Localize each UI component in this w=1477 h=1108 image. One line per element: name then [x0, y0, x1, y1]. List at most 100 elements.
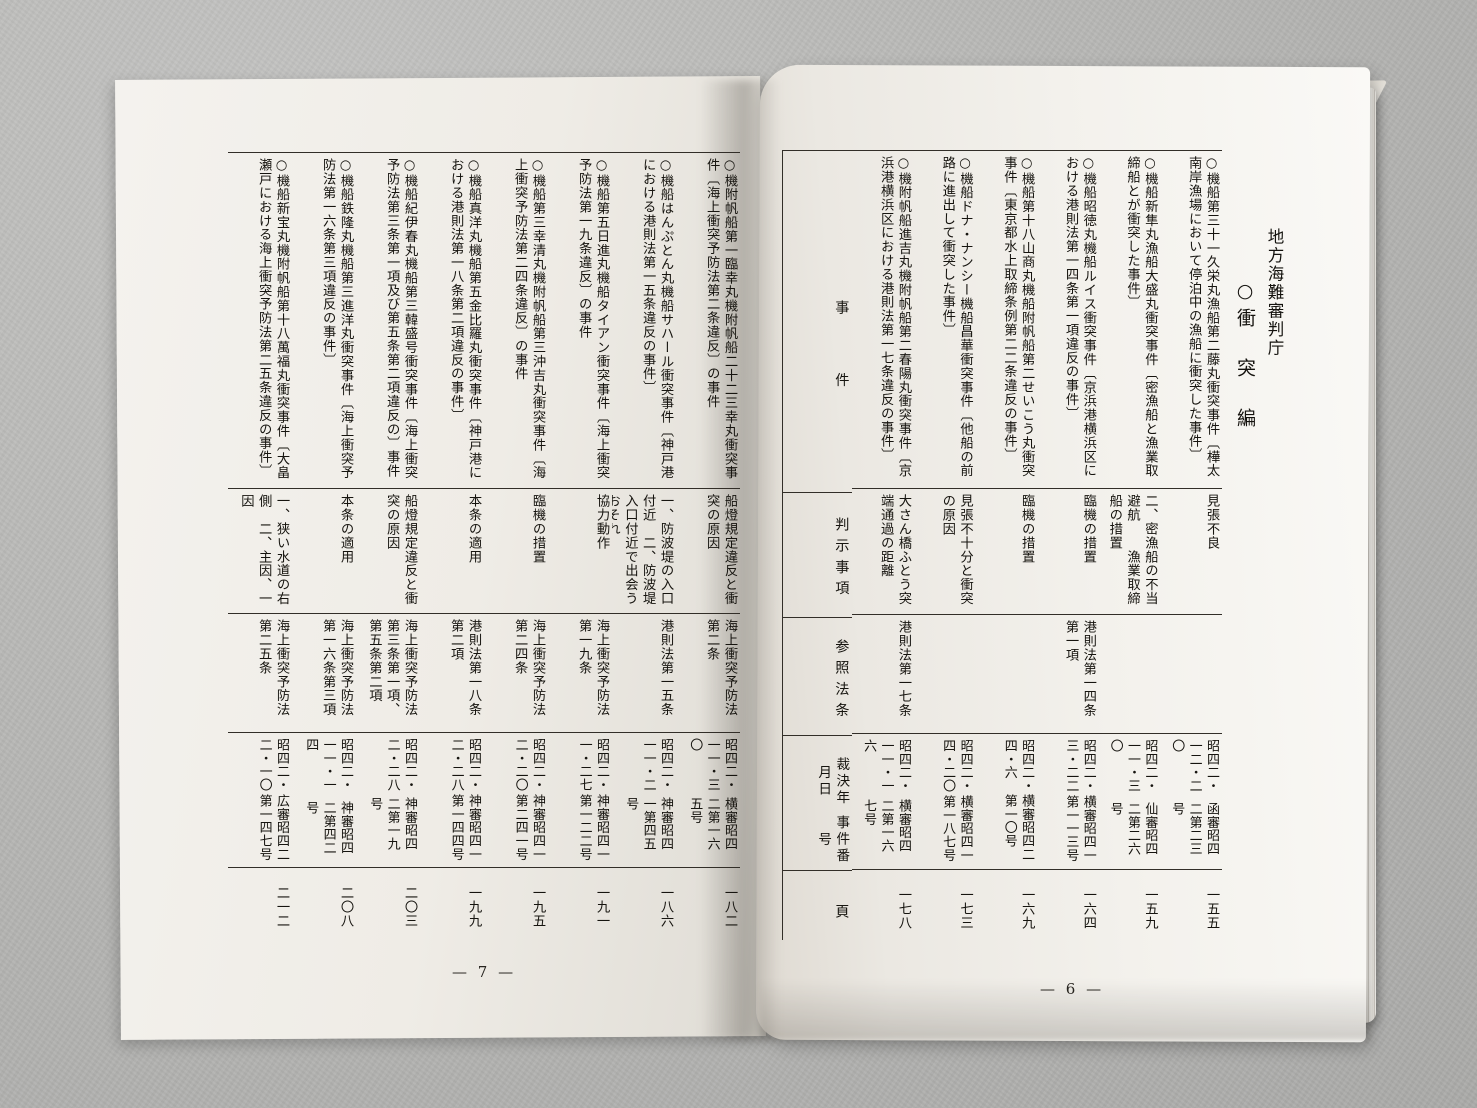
cell-laws — [1160, 614, 1222, 733]
decision-date: 昭四二・一・二七 — [576, 738, 609, 792]
cell-page: 一五五 — [1160, 869, 1222, 940]
case-number: 神審昭四二第一九号 — [367, 797, 417, 851]
header-decision-date: 裁決年月日 — [815, 757, 850, 807]
case-number: 横審昭四二第一六七号 — [861, 798, 911, 853]
section-title: ○衝 突 編 — [1234, 280, 1256, 433]
cell-rulings: 協力動作 — [548, 488, 612, 613]
cell-case-number-date: 横審昭四二第一〇号 昭四二・四・六 — [975, 733, 1038, 869]
cell-laws: 海上衝突予防法第一六条第三項 — [292, 613, 356, 732]
header-rulings: 判示事項 — [783, 491, 853, 617]
cell-laws — [975, 614, 1038, 733]
case-number: 神審昭四一第一四四号 — [448, 793, 481, 861]
table-header-column: 事 件判示事項 参照法条 事件番号 裁決年月日頁 — [782, 150, 853, 940]
cell-case: ○機船第五日進丸機船タイアン衝突事件〔海上衝突予防法第一九条違反〕の事件 — [548, 152, 612, 488]
cell-laws: 港則法第一八条第二項 — [420, 613, 484, 732]
table-row: ○機附帆船第一臨幸丸機附帆船二十二三幸丸衝突事件〔海上衝突予防法第二条違反〕の事… — [676, 152, 740, 938]
cell-laws: 港則法第一四条第一項 — [1037, 614, 1099, 733]
case-number: 函審昭四二第二三号 — [1169, 802, 1219, 856]
decision-date: 昭四二・一一・三〇 — [687, 738, 737, 792]
cell-case: ○機船真洋丸機船第五金比羅丸衝突事件〔神戸港における港則法第一八条第二項違反の事… — [420, 152, 484, 488]
cell-laws: 海上衝突予防法第一九条 — [548, 613, 612, 732]
case-number: 仙審昭四二第二六号 — [1107, 802, 1158, 856]
cell-laws — [1098, 614, 1161, 733]
table-row: ○機船第五日進丸機船タイアン衝突事件〔海上衝突予防法第一九条違反〕の事件 協力動作… — [548, 152, 612, 938]
table-row: ○機船はんぷとん丸機船サハール衝突事件〔神戸港における港則法第一五条違反の事件〕… — [612, 152, 676, 938]
table-row: ○機船第十八山商丸機船附帆船第二せいこう丸衝突事件〔東京都水上取締条例第二二条違… — [975, 150, 1038, 940]
cell-laws: 海上衝突予防法第二五条 — [228, 613, 292, 732]
cell-case-number-date: 神審昭四二第四二号 昭四二・一一・一四 — [292, 732, 356, 867]
cell-case: ○機船鉄隆丸機船第三進洋丸衝突事件〔海上衝突予防法第一六条第三項違反の事件〕 — [292, 152, 356, 488]
right-page-folio: — 6 — — [1040, 980, 1105, 998]
decision-date: 昭四二・四・二〇 — [940, 739, 973, 793]
cell-laws: 海上衝突予防法第二四条 — [484, 613, 548, 732]
table-row: ○機船ドナ・ナンシー機船昌華衝突事件〔他船の前路に進出して衝突した事件〕 見張不十… — [913, 150, 976, 940]
header-page: 頁 — [783, 869, 853, 940]
case-number: 横審昭四一第一八七号 — [940, 795, 973, 863]
decision-date: 昭四二・二・二八 — [448, 738, 481, 792]
decision-date: 昭四二・一一・一四 — [303, 738, 353, 792]
decision-date: 昭四二・一一・二 — [640, 738, 673, 792]
cell-case: ○機船第三幸清丸機附帆船第三沖吉丸衝突事件〔海上衝突予防法第二四条違反〕の事件 — [484, 152, 548, 488]
cell-rulings: 見張不十分と衝突の原因 — [913, 488, 976, 614]
cell-case: ○機船新隼丸漁船大盛丸衝突事件〔密漁船と漁業取締船とが衝突した事件〕 — [1098, 150, 1161, 488]
cell-case: ○機船第十八山商丸機船附帆船第二せいこう丸衝突事件〔東京都水上取締条例第二二条違… — [975, 150, 1038, 488]
table-row: ○機船第三十一久栄丸漁船第二藤丸衝突事件〔樺太南岸漁場において停泊中の漁船に衝突… — [1160, 150, 1222, 940]
cell-case-number-date: 広審昭四二第一四七号 昭四二・二・一〇 — [228, 732, 292, 867]
case-number: 横審昭四二第一六五号 — [687, 797, 737, 852]
cell-case: ○機附帆船第一臨幸丸機附帆船二十二三幸丸衝突事件〔海上衝突予防法第二条違反〕の事… — [676, 152, 740, 488]
decision-date: 昭四二・四・六 — [1001, 739, 1035, 793]
table-row: ○機船真洋丸機船第五金比羅丸衝突事件〔神戸港における港則法第一八条第二項違反の事… — [420, 152, 484, 938]
cell-page: 一七八 — [852, 869, 914, 940]
table-row: ○機附帆船進吉丸機附帆船第二春陽丸衝突事件〔京浜港横浜区における港則法第一七条違… — [852, 150, 914, 940]
cell-case: ○機船新宝丸機附帆船第十八萬福丸衝突事件〔大畠瀬戸における海上衝突予防法第二五条… — [228, 152, 292, 488]
table-row: ○機船新隼丸漁船大盛丸衝突事件〔密漁船と漁業取締船とが衝突した事件〕 二、密漁船の… — [1098, 150, 1161, 940]
case-number: 横審昭四二第一〇号 — [1001, 794, 1035, 862]
cell-rulings: 臨機の措置 — [1037, 488, 1099, 614]
left-page-folio: — 7 — — [452, 963, 517, 981]
cell-case: ○機附帆船進吉丸機附帆船第二春陽丸衝突事件〔京浜港横浜区における港則法第一七条違… — [852, 150, 914, 488]
cell-rulings: 船燈規定違反と衝突の原因 — [676, 488, 740, 613]
cell-case: ○機船紀伊春丸機船第三韓盛号衝突事件〔海上衝突予防法第三条第一項及び第五条第二項… — [356, 152, 420, 488]
case-number: 神審昭四一第一二二号 — [576, 793, 609, 861]
header-case: 事 件 — [783, 150, 853, 492]
cell-case: ○機船第三十一久栄丸漁船第二藤丸衝突事件〔樺太南岸漁場において停泊中の漁船に衝突… — [1160, 150, 1222, 488]
cell-rulings: 臨機の措置 — [975, 488, 1038, 614]
table-row: ○機船紀伊春丸機船第三韓盛号衝突事件〔海上衝突予防法第三条第一項及び第五条第二項… — [356, 152, 420, 938]
cell-case-number-date: 神審昭四一第一四四号 昭四二・二・二八 — [420, 732, 484, 867]
cell-page: 一六九 — [975, 869, 1038, 940]
cell-case-number-date: 神審昭四一第一二二号 昭四二・一・二七 — [548, 732, 612, 867]
case-number: 神審昭四一第四五号 — [623, 797, 673, 851]
cell-rulings: 見張不良 — [1160, 488, 1222, 614]
cell-case: ○機船昭徳丸機船ルイス衝突事件〔京浜港横浜区における港則法第一四条第一項違反の事… — [1037, 150, 1099, 488]
cell-laws: 港則法第一七条 — [852, 614, 914, 733]
cell-case-number-date: 神審昭四一第四五号 昭四二・一一・二 — [612, 732, 676, 867]
decision-date: 昭四二・二・二八 — [384, 738, 417, 792]
table-row: ○機船昭徳丸機船ルイス衝突事件〔京浜港横浜区における港則法第一四条第一項違反の事… — [1037, 150, 1099, 940]
cell-rulings: 本条の適用 — [292, 488, 356, 613]
cell-case-number-date: 函審昭四二第二三号 昭四二・一二・二〇 — [1160, 733, 1222, 869]
cell-case: ○機船はんぷとん丸機船サハール衝突事件〔神戸港における港則法第一五条違反の事件〕 — [612, 152, 676, 488]
cell-case-number-date: 神審昭四二第一九号 昭四二・二・二八 — [356, 732, 420, 867]
cell-case-number-date: 仙審昭四二第二六号 昭四二・一一・三〇 — [1098, 733, 1161, 869]
cell-case-number-date: 横審昭四一第一八七号 昭四二・四・二〇 — [913, 733, 976, 869]
cell-rulings: 一、防波堤の入口付近 二、防波堤入口付近で出会うおそれ — [612, 488, 676, 613]
decision-date: 昭四二・三・二二 — [1063, 739, 1096, 793]
header-laws: 参照法条 — [783, 616, 853, 735]
case-number: 神審昭四二第四二号 — [303, 800, 353, 855]
decision-date: 昭四二・二・一〇 — [256, 738, 289, 792]
cell-laws: 港則法第一五条 — [612, 613, 676, 732]
cell-page: 二一二 — [228, 867, 292, 938]
cell-rulings: 一、狭い水道の右側 二、主因、一因 — [228, 488, 292, 613]
decision-date: 昭四二・二・二〇 — [512, 738, 545, 792]
cell-page: 一九五 — [484, 867, 548, 938]
case-number: 神審昭四一第二四一号 — [512, 793, 545, 861]
cell-page: 一五九 — [1098, 869, 1161, 940]
decision-date: 昭四二・一二・二〇 — [1169, 739, 1219, 793]
cell-rulings: 船燈規定違反と衝突の原因 — [356, 488, 420, 613]
cell-case-number-date: 横審昭四二第一六七号 昭四二・一一・一六 — [852, 733, 914, 869]
cell-page: 一八六 — [612, 867, 676, 938]
cell-laws — [913, 614, 976, 733]
right-page-index-table: ○機船第三十一久栄丸漁船第二藤丸衝突事件〔樺太南岸漁場において停泊中の漁船に衝突… — [782, 150, 1222, 940]
cell-rulings: 大さん橋ふとう突端通過の距離 — [852, 488, 914, 614]
